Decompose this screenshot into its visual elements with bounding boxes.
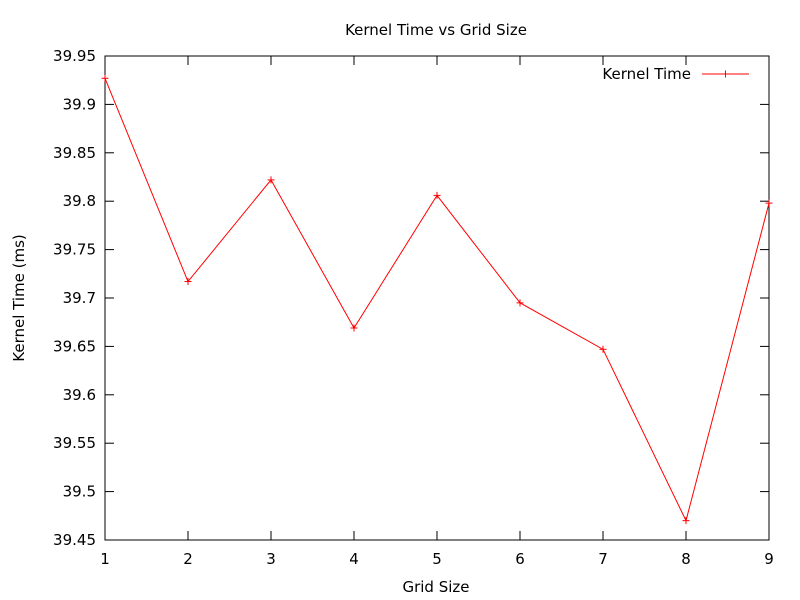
- y-tick-label: 39.5: [63, 483, 96, 501]
- y-tick-label: 39.85: [53, 144, 96, 162]
- x-tick-label: 5: [432, 550, 442, 568]
- data-point: [599, 345, 607, 353]
- x-tick-label: 3: [266, 550, 276, 568]
- legend-label: Kernel Time: [602, 65, 691, 83]
- data-point: [101, 74, 109, 82]
- data-point: [267, 176, 275, 184]
- y-tick-label: 39.45: [53, 531, 96, 549]
- legend-point-sample: [722, 70, 729, 78]
- data-point: [184, 278, 192, 286]
- axis-ticks: 39.45 39.5 39.55 39.6 39.65 39.7 39.75 39.8 39.8…: [53, 47, 774, 568]
- y-tick-label: 39.7: [63, 289, 96, 307]
- y-tick-label: 39.9: [63, 95, 96, 113]
- y-tick-label: 39.75: [53, 241, 96, 259]
- y-tick-label: 39.6: [63, 386, 96, 404]
- legend: Kernel Time: [602, 65, 749, 83]
- y-tick-label: 39.65: [53, 337, 96, 355]
- data-point: [350, 324, 358, 332]
- x-tick-label: 2: [183, 550, 193, 568]
- x-axis-label: Grid Size: [402, 578, 469, 596]
- x-tick-label: 9: [764, 550, 774, 568]
- data-point: [433, 191, 441, 199]
- y-tick-label: 39.95: [53, 47, 96, 65]
- series-line-0: [104, 78, 770, 523]
- data-point: [765, 199, 773, 207]
- chart-title: Kernel Time vs Grid Size: [345, 21, 527, 39]
- plot-area-frame: [104, 55, 770, 541]
- data-point: [682, 517, 690, 525]
- y-tick-label: 39.8: [63, 192, 96, 210]
- data-series: [101, 74, 773, 525]
- y-axis-label: Kernel Time (ms): [10, 234, 28, 362]
- x-tick-label: 4: [349, 550, 359, 568]
- x-tick-label: 6: [515, 550, 525, 568]
- x-tick-label: 1: [100, 550, 110, 568]
- data-point: [516, 299, 524, 307]
- y-tick-label: 39.55: [53, 434, 96, 452]
- x-tick-label: 8: [681, 550, 691, 568]
- x-tick-label: 7: [598, 550, 608, 568]
